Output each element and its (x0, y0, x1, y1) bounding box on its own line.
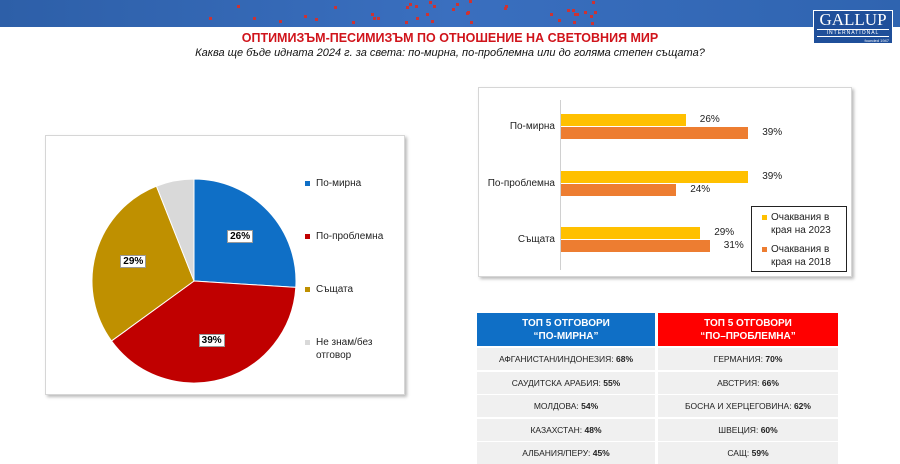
page-title: ОПТИМИЗЪМ-ПЕСИМИЗЪМ ПО ОТНОШЕНИЕ НА СВЕТ… (0, 31, 900, 45)
pie-legend-item: По-мирна (305, 177, 395, 190)
map-dot (470, 21, 473, 24)
legend-swatch (305, 181, 310, 186)
map-dot (237, 5, 240, 8)
map-dot (377, 17, 380, 20)
map-dot (584, 11, 587, 14)
legend-swatch (762, 215, 767, 220)
map-dot (591, 22, 594, 25)
map-dot (373, 17, 376, 20)
bar-data-label: 39% (762, 171, 782, 182)
category-label: Същата (480, 234, 555, 245)
legend-item-2018: Очаквания в края на 2018 (762, 243, 846, 269)
pie-legend-item: По-проблемна (305, 230, 395, 243)
pie-data-label: 29% (120, 255, 146, 268)
legend-label: По-мирна (316, 177, 361, 190)
map-dot (452, 8, 455, 11)
map-dot (574, 13, 577, 16)
map-dot (590, 15, 593, 18)
category-label: По-мирна (480, 121, 555, 132)
table-row: АВСТРИЯ: 66% (658, 372, 838, 394)
map-dot (558, 19, 561, 22)
category-label: По-проблемна (480, 178, 555, 189)
map-dot (469, 0, 472, 3)
map-dot (253, 17, 256, 20)
bar-data-label: 29% (714, 227, 734, 238)
legend-label: По-проблемна (316, 230, 383, 243)
map-dot (550, 13, 553, 16)
map-dot (594, 11, 597, 14)
legend-swatch (305, 287, 310, 292)
bar (561, 114, 686, 126)
map-dot (467, 11, 470, 14)
pie-legend-item: Не знам/без отговор (305, 336, 395, 362)
map-dot (505, 5, 508, 8)
pie-legend-item: Същата (305, 283, 395, 296)
map-dot (416, 17, 419, 20)
map-dot (429, 1, 432, 4)
legend-swatch (762, 247, 767, 252)
legend-swatch (305, 234, 310, 239)
table-row: ШВЕЦИЯ: 60% (658, 419, 838, 441)
map-dot (426, 13, 429, 16)
map-dot (315, 18, 318, 21)
map-dot (406, 6, 409, 9)
table-header: ТОП 5 ОТГОВОРИ “ПО–ПРОБЛЕМНА” (658, 313, 838, 346)
header-banner (0, 0, 900, 27)
page-subtitle: Каква ще бъде идната 2024 г. за света: п… (0, 47, 900, 59)
pie-data-label: 26% (227, 230, 253, 243)
map-dot (352, 21, 355, 24)
bar-legend: Очаквания в края на 2023 Очаквания в кра… (751, 206, 847, 272)
map-dot (456, 3, 459, 6)
bar (561, 227, 700, 239)
table-row: АФГАНИСТАН/ИНДОНЕЗИЯ: 68% (477, 348, 655, 370)
pie-data-label: 39% (199, 334, 225, 347)
legend-label: Не знам/без отговор (316, 336, 395, 362)
map-dot (371, 13, 374, 16)
table-row: КАЗАХСТАН: 48% (477, 419, 655, 441)
table-row: АЛБАНИЯ/ПЕРУ: 45% (477, 442, 655, 464)
bar-data-label: 39% (762, 127, 782, 138)
map-dot (334, 6, 337, 9)
map-dot (431, 20, 434, 23)
bar (561, 240, 710, 252)
map-dot (405, 21, 408, 24)
bar-data-label: 31% (724, 240, 744, 251)
legend-label: Същата (316, 283, 353, 296)
bar-data-label: 26% (700, 114, 720, 125)
bar (561, 171, 748, 183)
map-dot (209, 17, 212, 20)
map-dot (433, 5, 436, 8)
logo-main: GALLUP (814, 11, 892, 28)
bar-axis (560, 100, 561, 270)
table-row: САЩ: 59% (658, 442, 838, 464)
table-row: БОСНА И ХЕРЦЕГОВИНА: 62% (658, 395, 838, 417)
table-row: САУДИТСКА АРАБИЯ: 55% (477, 372, 655, 394)
map-dot (567, 9, 570, 12)
table-row: ГЕРМАНИЯ: 70% (658, 348, 838, 370)
map-dot (415, 5, 418, 8)
map-dot (573, 21, 576, 24)
legend-swatch (305, 340, 310, 345)
table-row: МОЛДОВА: 54% (477, 395, 655, 417)
map-dot (572, 9, 575, 12)
legend-item-2023: Очаквания в края на 2023 (762, 211, 846, 237)
bar (561, 127, 748, 139)
map-dot (279, 20, 282, 23)
bar (561, 184, 676, 196)
map-dot (592, 1, 595, 4)
map-dot (409, 3, 412, 6)
table-header: ТОП 5 ОТГОВОРИ “ПО-МИРНА” (477, 313, 655, 346)
bar-data-label: 24% (690, 184, 710, 195)
map-dot (304, 15, 307, 18)
